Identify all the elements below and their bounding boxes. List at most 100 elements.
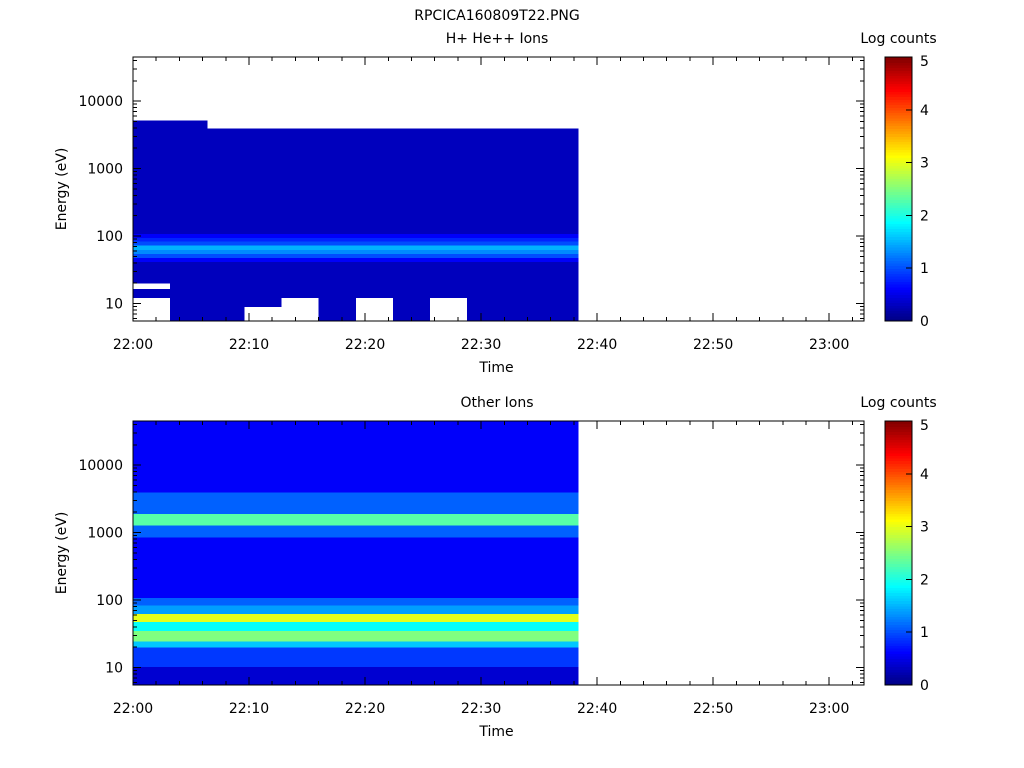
heatmap-cell bbox=[541, 521, 579, 526]
heatmap-cell bbox=[207, 262, 245, 267]
heatmap-cell bbox=[281, 181, 319, 186]
heatmap-cell bbox=[392, 594, 431, 598]
heatmap-cell bbox=[207, 605, 245, 610]
heatmap-cell bbox=[355, 514, 393, 518]
heatmap-cell bbox=[392, 128, 431, 132]
heatmap-cell bbox=[355, 142, 393, 147]
heatmap-cell bbox=[392, 514, 431, 518]
heatmap-cell bbox=[281, 131, 319, 136]
heatmap-cell bbox=[392, 450, 431, 454]
heatmap-cell bbox=[244, 618, 282, 623]
heatmap-cell bbox=[133, 421, 171, 425]
heatmap-cell bbox=[355, 647, 393, 653]
heatmap-cell bbox=[392, 622, 431, 627]
heatmap-cell bbox=[281, 177, 319, 182]
heatmap-cell bbox=[133, 484, 171, 489]
heatmap-cell bbox=[467, 476, 505, 481]
heatmap-cell bbox=[133, 480, 171, 485]
heatmap-cell bbox=[430, 213, 468, 218]
heatmap-cell bbox=[281, 553, 319, 559]
colorbar-strip bbox=[885, 167, 912, 172]
heatmap-cell bbox=[318, 142, 356, 147]
heatmap-cell bbox=[207, 165, 245, 170]
heatmap-cell bbox=[392, 618, 431, 623]
colorbar-strip bbox=[885, 204, 912, 209]
heatmap-cell bbox=[281, 460, 319, 464]
colorbar-strip bbox=[885, 571, 912, 575]
colorbar-strip bbox=[885, 218, 912, 222]
heatmap-cell bbox=[392, 545, 431, 550]
heatmap-cell bbox=[207, 675, 245, 680]
heatmap-cell bbox=[207, 444, 245, 448]
heatmap-cell bbox=[392, 549, 431, 554]
heatmap-cell bbox=[318, 525, 356, 530]
heatmap-cell bbox=[244, 293, 282, 299]
colorbar-strip bbox=[885, 589, 912, 594]
heatmap-cell bbox=[281, 185, 319, 190]
heatmap-cell bbox=[392, 169, 431, 174]
heatmap-cell bbox=[318, 450, 356, 454]
heatmap-cell bbox=[541, 450, 579, 454]
heatmap-cell bbox=[392, 647, 431, 653]
heatmap-cell bbox=[133, 177, 171, 182]
x-axis-label: Time bbox=[478, 724, 513, 740]
heatmap-cell bbox=[133, 488, 171, 493]
heatmap-cell bbox=[541, 288, 579, 294]
heatmap-cell bbox=[355, 424, 393, 428]
heatmap-cell bbox=[392, 480, 431, 485]
heatmap-cell bbox=[541, 517, 579, 522]
heatmap-cell bbox=[244, 424, 282, 428]
heatmap-cell bbox=[133, 558, 171, 563]
heatmap-cell bbox=[392, 601, 431, 606]
heatmap-cell bbox=[244, 453, 282, 458]
heatmap-cell bbox=[541, 181, 579, 186]
heatmap-cell bbox=[504, 128, 542, 132]
heatmap-cell bbox=[430, 217, 468, 222]
colorbar-strip bbox=[885, 120, 912, 124]
colorbar-strip bbox=[885, 597, 912, 602]
heatmap-cell bbox=[170, 605, 208, 610]
heatmap-cell bbox=[133, 499, 171, 503]
heatmap-cell bbox=[504, 205, 542, 210]
heatmap-cell bbox=[504, 298, 542, 303]
heatmap-cell bbox=[244, 565, 282, 570]
heatmap-cell bbox=[281, 277, 319, 284]
heatmap-cell bbox=[207, 209, 245, 214]
heatmap-cell bbox=[430, 424, 468, 428]
heatmap-cell bbox=[467, 484, 505, 489]
heatmap-cell bbox=[318, 198, 356, 202]
heatmap-cell bbox=[133, 533, 171, 538]
heatmap-cell bbox=[392, 476, 431, 481]
heatmap-cell bbox=[170, 437, 208, 442]
heatmap-cell bbox=[541, 150, 579, 154]
heatmap-cell bbox=[318, 553, 356, 559]
heatmap-cell bbox=[430, 514, 468, 518]
heatmap-cell bbox=[392, 525, 431, 530]
heatmap-cell bbox=[541, 601, 579, 606]
colorbar-tick-label: 0 bbox=[920, 314, 929, 330]
heatmap-cell bbox=[318, 495, 356, 500]
heatmap-cell bbox=[207, 128, 245, 132]
heatmap-cell bbox=[467, 666, 505, 671]
heatmap-cell bbox=[430, 484, 468, 489]
heatmap-cell bbox=[170, 424, 208, 428]
colorbar-strip bbox=[885, 239, 912, 243]
heatmap-cell bbox=[541, 541, 579, 546]
heatmap-cell bbox=[281, 652, 319, 658]
heatmap-cell bbox=[281, 670, 319, 676]
heatmap-cell bbox=[504, 502, 542, 507]
colorbar-strip bbox=[885, 574, 912, 578]
colorbar-strip bbox=[885, 550, 912, 554]
heatmap-cell bbox=[504, 460, 542, 464]
heatmap-cell bbox=[541, 431, 579, 435]
heatmap-cell bbox=[430, 283, 468, 289]
heatmap-cell bbox=[355, 545, 393, 550]
heatmap-cell bbox=[355, 245, 393, 250]
heatmap-cell bbox=[207, 271, 245, 278]
heatmap-cell bbox=[355, 641, 393, 648]
heatmap-cell bbox=[170, 514, 208, 518]
heatmap-cell bbox=[318, 217, 356, 222]
heatmap-cell bbox=[244, 434, 282, 438]
heatmap-cell bbox=[467, 521, 505, 526]
heatmap-cell bbox=[504, 679, 542, 684]
